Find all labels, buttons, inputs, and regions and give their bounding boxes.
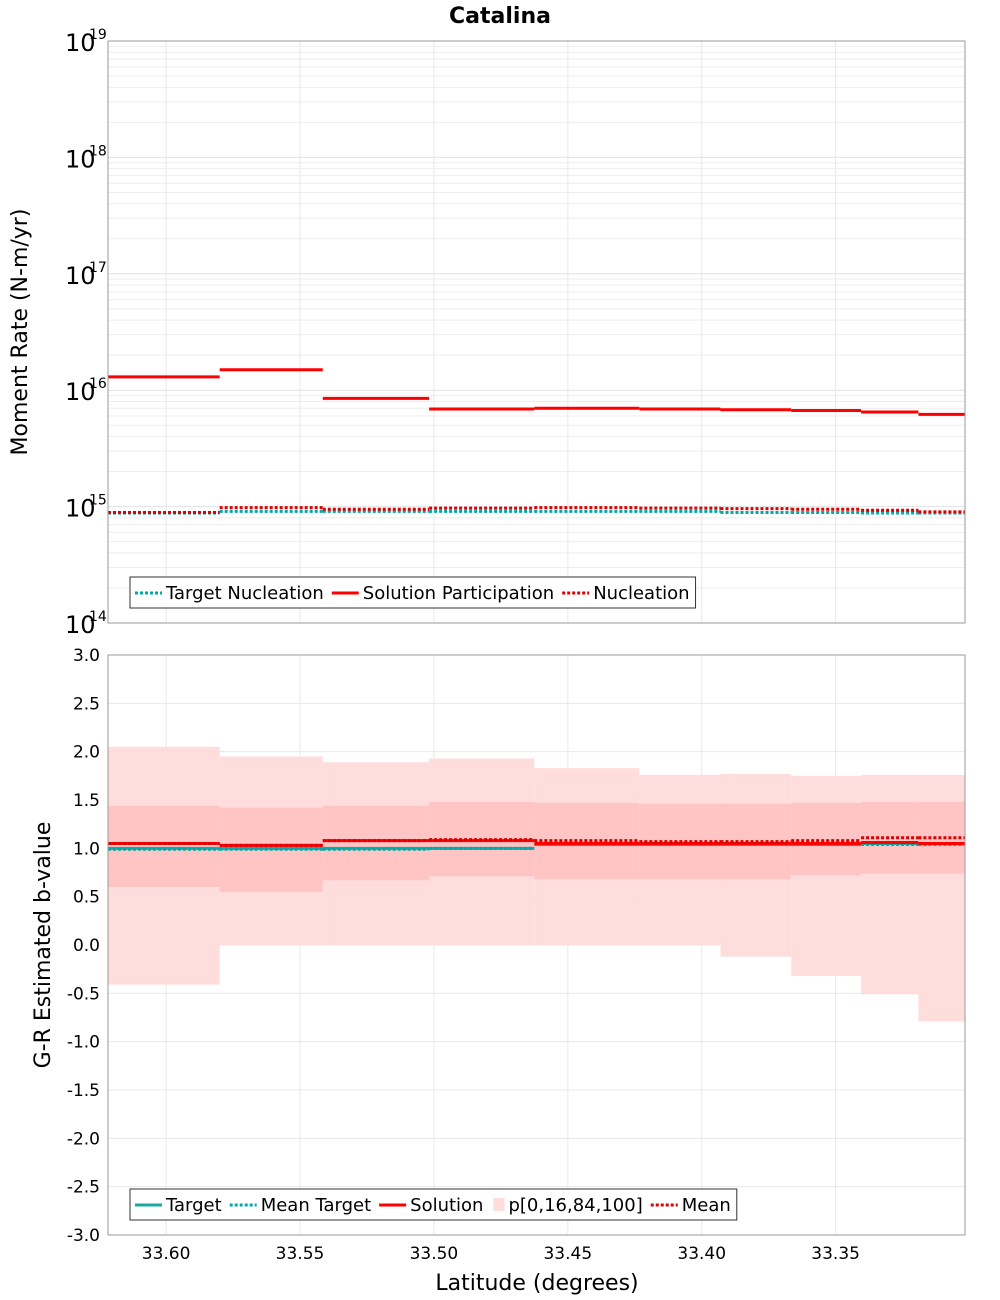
legend-label-solution-participation: Solution Participation [363,583,554,604]
series-target-nucleation [108,509,965,515]
legend-label-mean: Mean [682,1195,731,1216]
bottom-y-tick-label: -0.5 [67,984,100,1004]
bottom-y-tick-label: 0.5 [73,888,100,908]
legend-label-nucleation: Nucleation [593,583,689,604]
x-tick-label: 33.50 [410,1244,459,1264]
top-grid [108,41,965,624]
top-y-tick-label-17: 10 [65,262,96,290]
top-plot-area [108,41,965,623]
top-y-tick-exponent-14: 14 [89,609,107,625]
bottom-y-tick-label: 1.5 [73,791,100,811]
bottom-y-tick-label: -1.0 [67,1033,100,1053]
bottom-y-tick-label: -2.0 [67,1129,100,1149]
legend-label-solution: Solution [410,1195,483,1216]
chart-title: Catalina [449,4,551,29]
b-value-panel: 3.0 2.5 2.0 1.5 1.0 0.5 0.0 -0.5 -1.0 -1.5 -2.0 -2.… [67,646,966,1264]
top-y-tick-label-14: 10 [65,611,96,639]
series-solution-participation [108,368,965,416]
top-y-tick-exponent-18: 18 [89,143,107,159]
x-tick-label: 33.45 [543,1244,592,1264]
legend-label-target: Target [165,1195,222,1216]
bottom-y-tick-label: 3.0 [73,646,100,666]
x-tick-label: 33.60 [142,1244,191,1264]
band-p16-p84 [861,801,919,874]
bottom-y-tick-label: -2.5 [67,1178,100,1198]
top-y-tick-exponent-15: 15 [89,493,107,509]
series-mean [108,836,965,847]
x-tick-label: 33.35 [811,1244,860,1264]
x-tick-label: 33.55 [276,1244,325,1264]
top-y-axis-label: Moment Rate (N-m/yr) [8,209,33,456]
bottom-y-tick-label: -3.0 [67,1226,100,1246]
bottom-legend: Target Mean Target Solution p[0,16,84,100] M… [129,1188,738,1221]
legend-swatch-p-0-16-84-100 [493,1198,505,1211]
legend-label-p-0-16-84-100: p[0,16,84,100] [508,1195,642,1216]
top-legend: Target Nucleation Solution Participation N… [129,576,697,609]
band-p16-p84 [322,805,430,881]
series-nucleation [108,506,965,514]
top-y-tick-label-19: 10 [65,29,96,57]
top-y-tick-exponent-19: 19 [89,27,107,43]
bottom-y-tick-label: 0.0 [73,936,100,956]
x-tick-label: 33.40 [677,1244,726,1264]
top-y-tick-label-15: 10 [65,495,96,523]
bottom-y-tick-label: 1.0 [73,839,100,859]
top-plot-border [107,40,966,624]
bottom-y-tick-label: -1.5 [67,1081,100,1101]
x-axis-label: Latitude (degrees) [435,1271,638,1296]
bottom-y-axis-label: G-R Estimated b-value [31,822,56,1069]
legend-label-mean-target: Mean Target [261,1195,371,1216]
top-y-tick-exponent-17: 17 [89,260,107,276]
top-y-tick-exponent-16: 16 [89,376,107,392]
bottom-plot-border [107,654,966,1236]
bottom-y-tick-label: 2.0 [73,743,100,763]
top-legend-box [129,576,697,609]
top-y-tick-label-18: 10 [65,145,96,173]
top-y-tick-label-16: 10 [65,378,96,406]
band-p16-p84 [108,805,220,887]
legend-label-target-nucleation: Target Nucleation [165,583,324,604]
bottom-y-tick-label: 2.5 [73,694,100,714]
